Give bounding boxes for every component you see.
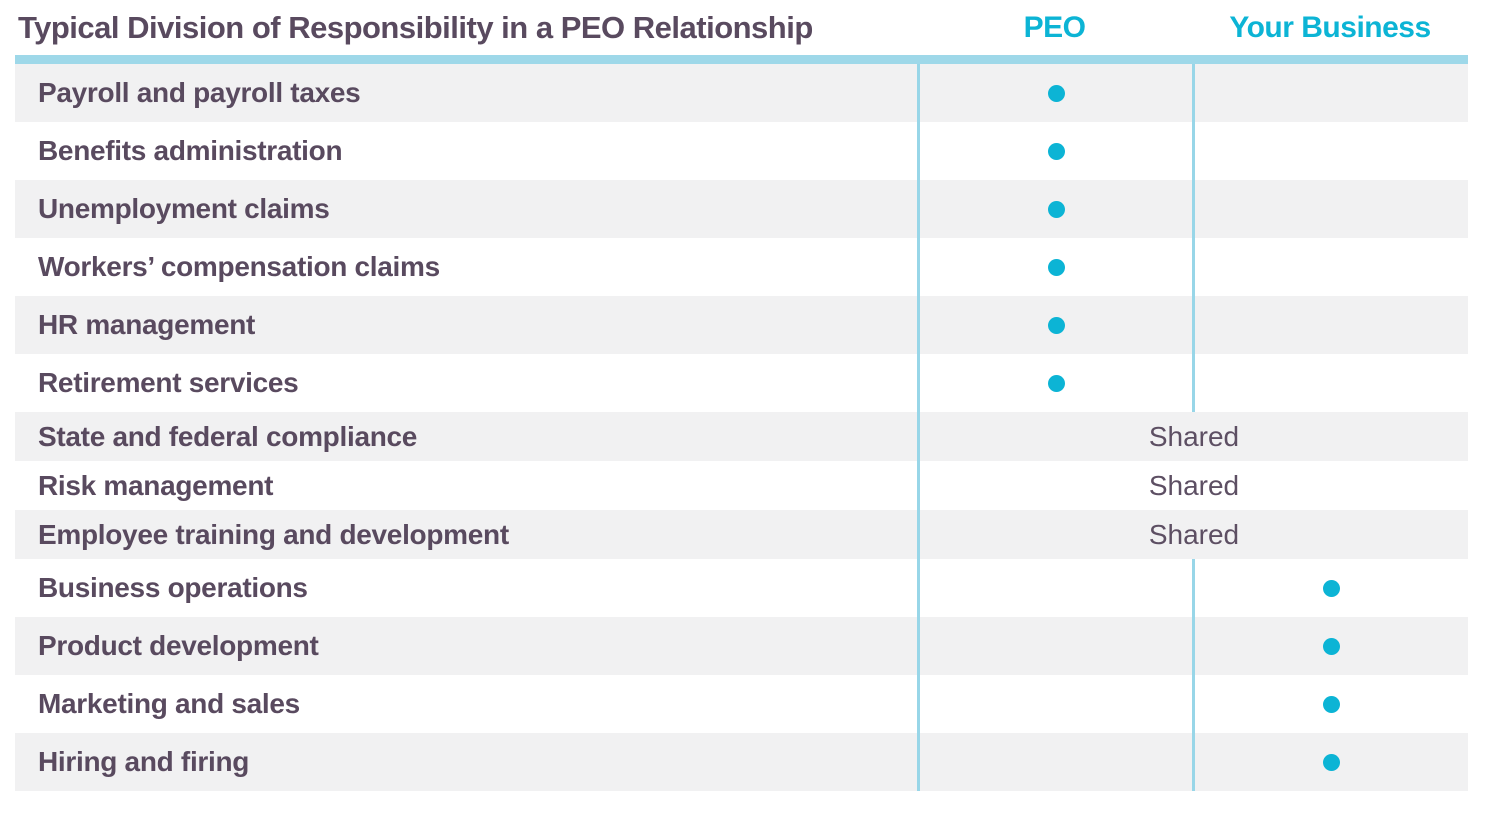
peo-dot — [1047, 258, 1065, 276]
table-row: Product development — [15, 617, 1468, 675]
your-business-dot — [1323, 753, 1340, 771]
your-business-cell — [1192, 122, 1468, 180]
table-row: Retirement services — [15, 354, 1468, 412]
peo-cell — [917, 296, 1192, 354]
table-row: Employee training and development Shared — [15, 510, 1468, 559]
row-label: HR management — [38, 309, 256, 340]
your-business-cell — [1192, 559, 1468, 617]
row-label: Unemployment claims — [38, 193, 330, 224]
table-row: Marketing and sales — [15, 675, 1468, 733]
peo-cell — [917, 64, 1192, 122]
table-header: Typical Division of Responsibility in a … — [0, 0, 1494, 55]
your-business-cell — [1192, 675, 1468, 733]
shared-label: Shared — [917, 461, 1468, 510]
row-label: Hiring and firing — [38, 746, 250, 777]
your-business-dot — [1323, 579, 1340, 597]
page-title: Typical Division of Responsibility in a … — [18, 10, 813, 45]
your-business-cell — [1192, 180, 1468, 238]
row-label: Retirement services — [38, 367, 299, 398]
column-header-your-business: Your Business — [1229, 11, 1431, 44]
your-business-cell — [1192, 238, 1468, 296]
table-row: Risk management Shared — [15, 461, 1468, 510]
your-business-cell — [1192, 733, 1468, 791]
your-business-cell — [1192, 296, 1468, 354]
table-row: Payroll and payroll taxes — [15, 64, 1468, 122]
row-label: Employee training and development — [38, 518, 509, 550]
column-header-peo: PEO — [1023, 11, 1086, 44]
peo-dot — [1047, 316, 1065, 334]
table-row: Hiring and firing — [15, 733, 1468, 791]
row-label: Business operations — [38, 572, 308, 603]
row-label: Marketing and sales — [38, 688, 300, 719]
table-row: Workers’ compensation claims — [15, 238, 1468, 296]
row-label: Benefits administration — [38, 135, 343, 166]
table-row: Benefits administration — [15, 122, 1468, 180]
peo-cell — [917, 238, 1192, 296]
your-business-cell — [1192, 354, 1468, 412]
your-business-dot — [1323, 637, 1340, 655]
table-row: Unemployment claims — [15, 180, 1468, 238]
row-label: Workers’ compensation claims — [38, 251, 440, 282]
row-label: State and federal compliance — [38, 420, 418, 452]
peo-cell — [917, 617, 1192, 675]
table-row: State and federal compliance Shared — [15, 412, 1468, 461]
peo-cell — [917, 180, 1192, 238]
row-label: Product development — [38, 630, 319, 661]
shared-label: Shared — [917, 412, 1468, 461]
table-row: Business operations — [15, 559, 1468, 617]
peo-cell — [917, 559, 1192, 617]
responsibility-table: Payroll and payroll taxes Benefits admini… — [15, 64, 1468, 791]
your-business-cell — [1192, 617, 1468, 675]
peo-dot — [1047, 142, 1065, 160]
peo-dot — [1047, 84, 1065, 102]
your-business-dot — [1323, 695, 1340, 713]
peo-cell — [917, 675, 1192, 733]
row-label: Risk management — [38, 469, 274, 501]
peo-dot — [1047, 374, 1065, 392]
your-business-cell — [1192, 64, 1468, 122]
peo-dot — [1047, 200, 1065, 218]
shared-label: Shared — [917, 510, 1468, 559]
peo-cell — [917, 122, 1192, 180]
row-label: Payroll and payroll taxes — [38, 77, 361, 108]
peo-cell — [917, 354, 1192, 412]
peo-cell — [917, 733, 1192, 791]
header-divider-bar — [15, 55, 1468, 64]
table-row: HR management — [15, 296, 1468, 354]
